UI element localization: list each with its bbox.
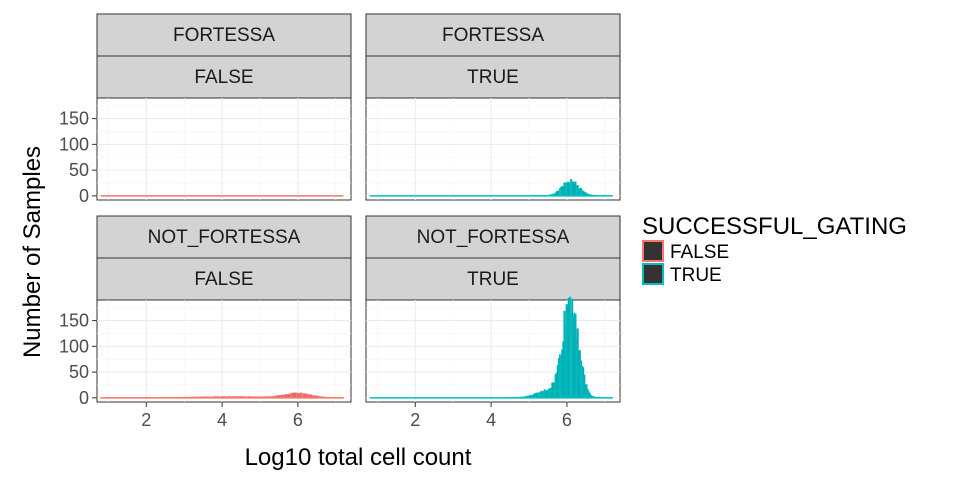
facet-strip-row <box>96 13 352 57</box>
legend-label-false: FALSE <box>670 242 729 263</box>
facet-strip-row-label: FORTESSA <box>442 25 544 46</box>
facet-strip-col <box>96 257 352 301</box>
histogram-series-false <box>100 392 344 399</box>
facet-strip-row <box>96 215 352 259</box>
facet-strip-col <box>365 55 621 99</box>
y-tick-label: 50 <box>69 362 89 382</box>
facet-4: NOT_FORTESSA TRUE 2 4 6 <box>365 215 621 430</box>
x-tick-label: 4 <box>486 410 496 430</box>
facet-strip-col <box>96 55 352 99</box>
histogram-series-true <box>369 179 613 197</box>
facet-strip-row-label: NOT_FORTESSA <box>417 227 570 248</box>
y-tick-label: 0 <box>79 388 89 408</box>
y-tick-label: 150 <box>59 109 89 129</box>
legend-key-false <box>642 240 664 262</box>
facet-strip-col-label: TRUE <box>467 67 519 88</box>
y-tick-label: 50 <box>69 160 89 180</box>
x-tick-label: 2 <box>410 410 420 430</box>
legend: SUCCESSFUL_GATING FALSE TRUE <box>642 213 907 286</box>
legend-title: SUCCESSFUL_GATING <box>642 213 907 240</box>
facet-1: FORTESSA FALSE 0 50 100 150 <box>59 13 352 206</box>
y-axis-title: Number of Samples <box>19 146 46 358</box>
facet-3: NOT_FORTESSA FALSE 0 50 100 150 2 4 6 <box>59 215 352 430</box>
facet-panels: FORTESSAFALSE050100150FORTESSATRUENOT_FO… <box>59 13 621 430</box>
y-tick-label: 100 <box>59 336 89 356</box>
facet-strip-row <box>365 215 621 259</box>
x-tick-label: 6 <box>562 410 572 430</box>
x-tick-label: 6 <box>293 410 303 430</box>
x-tick-label: 2 <box>141 410 151 430</box>
facet-panel <box>96 97 352 201</box>
y-tick-label: 150 <box>59 311 89 331</box>
legend-key-true <box>642 263 664 285</box>
y-tick-label: 0 <box>79 186 89 206</box>
facet-2: FORTESSA TRUE <box>365 13 621 201</box>
facet-strip-col-label: FALSE <box>194 67 253 88</box>
legend-label-true: TRUE <box>670 265 722 286</box>
facet-strip-col-label: FALSE <box>194 269 253 290</box>
y-tick-label: 100 <box>59 134 89 154</box>
facet-panel <box>365 97 621 201</box>
x-tick-label: 4 <box>217 410 227 430</box>
facet-strip-row-label: NOT_FORTESSA <box>148 227 301 248</box>
facet-strip-col <box>365 257 621 301</box>
histogram-series-true <box>369 296 613 399</box>
facet-panel <box>96 299 352 403</box>
facet-strip-row-label: FORTESSA <box>173 25 275 46</box>
facet-strip-row <box>365 13 621 57</box>
x-axis-title: Log10 total cell count <box>245 444 472 471</box>
facet-strip-col-label: TRUE <box>467 269 519 290</box>
